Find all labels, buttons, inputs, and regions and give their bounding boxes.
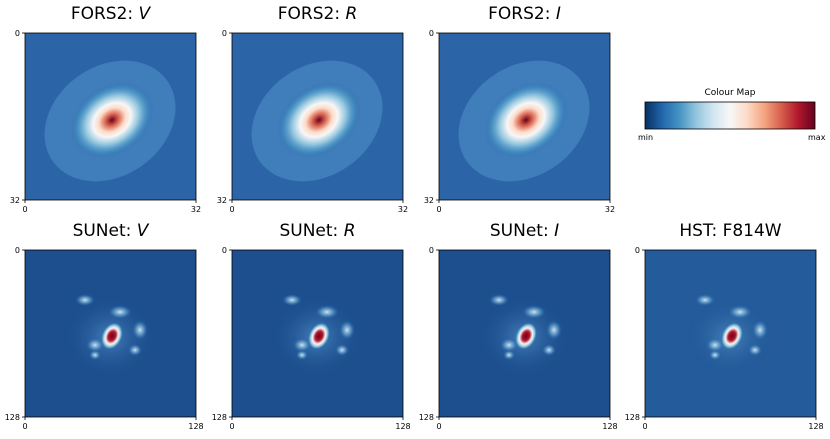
panel-title-text: HST: F814W [679,221,781,241]
panel-title: FORS2: R [278,4,358,24]
image-source [277,82,361,158]
colorbar-max: max [808,133,826,142]
y-tick-label: 0 [222,246,227,255]
image-blob [86,338,104,352]
y-tick-label: 32 [10,196,20,205]
y-tick-label: 128 [212,413,227,422]
panel-title-text: SUNet: [279,221,338,241]
image-blob [282,294,302,306]
image-blob [108,305,132,319]
y-tick-label: 128 [419,413,434,422]
x-tick-label: 32 [605,205,615,214]
panel-title-band: V [137,221,150,241]
y-tick-label: 0 [635,246,640,255]
panel-title-band: I [554,221,559,241]
y-tick-label: 0 [222,29,227,38]
image-blob [500,338,518,352]
panel-title: FORS2: V [71,4,152,24]
colorbar-scale [644,101,816,130]
colorbar-title: Colour Map [704,88,755,98]
image-blob [709,350,721,360]
image-frame [231,32,404,201]
image-core [721,322,743,350]
image-blob [728,305,752,319]
image-blob [695,294,715,306]
y-tick-label: 32 [217,196,227,205]
image-blob [522,305,546,319]
x-tick-label: 32 [398,205,408,214]
image-frame [24,249,197,418]
x-tick-label: 0 [436,205,441,214]
image-blob [489,294,509,306]
y-tick-label: 0 [15,29,20,38]
x-tick-label: 0 [22,422,27,431]
image-frame [644,249,817,418]
image-blob [503,350,515,360]
y-tick-label: 0 [429,246,434,255]
image-frame [438,32,611,201]
x-tick-label: 0 [642,422,647,431]
y-tick-label: 32 [424,196,434,205]
panel-title-band: R [344,221,356,241]
image-source [484,82,568,158]
panel-title-band: V [139,4,152,24]
image-core [515,322,537,350]
image-blob [542,344,556,356]
x-tick-label: 0 [436,422,441,431]
image-blob [296,350,308,360]
image-core [308,322,330,350]
image-frame [438,249,611,418]
panel-title: SUNet: V [73,221,150,241]
panel-title-band: R [345,4,357,24]
panel-title: SUNet: I [490,221,559,241]
x-tick-label: 0 [229,205,234,214]
panel-title-band: I [556,4,561,24]
x-tick-label: 128 [808,422,823,431]
y-tick-label: 0 [429,29,434,38]
x-tick-label: 0 [229,422,234,431]
image-blob [128,344,142,356]
image-blob [132,320,148,340]
x-tick-label: 0 [22,205,27,214]
x-tick-label: 128 [602,422,617,431]
image-core [101,322,123,350]
image-blob [546,320,562,340]
image-frame [231,249,404,418]
y-tick-label: 0 [15,246,20,255]
image-blob [752,320,768,340]
colorbar-min: min [638,133,653,142]
panel-title: FORS2: I [488,4,561,24]
image-blob [315,305,339,319]
image-blob [339,320,355,340]
panel-title-text: FORS2: [71,4,133,24]
x-tick-label: 32 [191,205,201,214]
panel-title-text: SUNet: [73,221,132,241]
image-blob [335,344,349,356]
image-blob [75,294,95,306]
image-blob [293,338,311,352]
image-blob [706,338,724,352]
x-tick-label: 128 [395,422,410,431]
y-tick-label: 128 [625,413,640,422]
panel-title: SUNet: R [279,221,355,241]
panel-title-text: FORS2: [278,4,340,24]
x-tick-label: 128 [188,422,203,431]
image-source [70,82,154,158]
panel-title-text: FORS2: [488,4,550,24]
panel-title: HST: F814W [679,221,781,241]
image-blob [748,344,762,356]
y-tick-label: 128 [5,413,20,422]
image-blob [89,350,101,360]
image-frame [24,32,197,201]
panel-title-text: SUNet: [490,221,549,241]
colorbar: Colour Map min max [638,88,826,142]
